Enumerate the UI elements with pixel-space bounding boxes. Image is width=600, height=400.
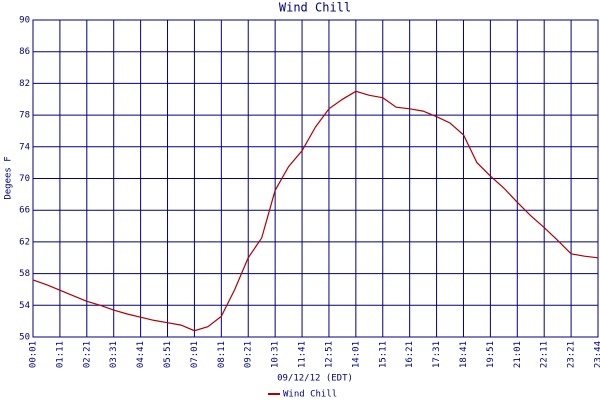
x-tick-label: 01:11 (55, 341, 65, 368)
x-tick-label: 08:11 (217, 341, 227, 368)
y-tick-label: 82 (19, 79, 30, 89)
x-tick-label: 09:21 (244, 341, 254, 368)
y-tick-label: 78 (19, 111, 30, 121)
x-tick-label: 22:11 (540, 341, 550, 368)
x-tick-label: 23:21 (567, 341, 577, 368)
x-tick-label: 11:41 (298, 341, 308, 368)
x-tick-label: 03:31 (109, 341, 119, 368)
x-tick-label: 18:41 (459, 341, 469, 368)
x-tick-label: 12:51 (324, 341, 334, 368)
x-tick-label: 14:01 (351, 341, 361, 368)
x-tick-label: 19:51 (486, 341, 496, 368)
x-tick-label: 02:21 (82, 341, 92, 368)
x-tick-label: 21:01 (513, 341, 523, 368)
y-tick-label: 74 (19, 142, 30, 152)
y-tick-label: 86 (19, 47, 30, 57)
x-tick-label: 04:41 (136, 341, 146, 368)
y-tick-label: 90 (19, 16, 30, 26)
x-tick-label: 00:01 (29, 341, 39, 368)
y-tick-label: 54 (19, 301, 30, 311)
y-tick-label: 70 (19, 174, 30, 184)
x-tick-label: 10:31 (271, 341, 281, 368)
x-tick-label: 07:01 (190, 341, 200, 368)
x-tick-label: 17:31 (432, 341, 442, 368)
x-tick-label: 16:21 (405, 341, 415, 368)
y-tick-label: 58 (19, 269, 30, 279)
chart-title: Wind Chill (279, 1, 351, 15)
y-tick-label: 62 (19, 237, 30, 247)
x-tick-label: 23:44 (594, 341, 600, 368)
x-tick-label: 05:51 (163, 341, 173, 368)
legend-label: Wind Chill (283, 390, 337, 400)
data-line (32, 90, 599, 332)
y-tick-label: 50 (19, 333, 30, 343)
x-axis-label: 09/12/12 (EDT) (277, 374, 353, 384)
y-axis-label: Degees F (4, 156, 14, 199)
y-tick-label: 66 (19, 206, 30, 216)
x-tick-label: 15:11 (378, 341, 388, 368)
